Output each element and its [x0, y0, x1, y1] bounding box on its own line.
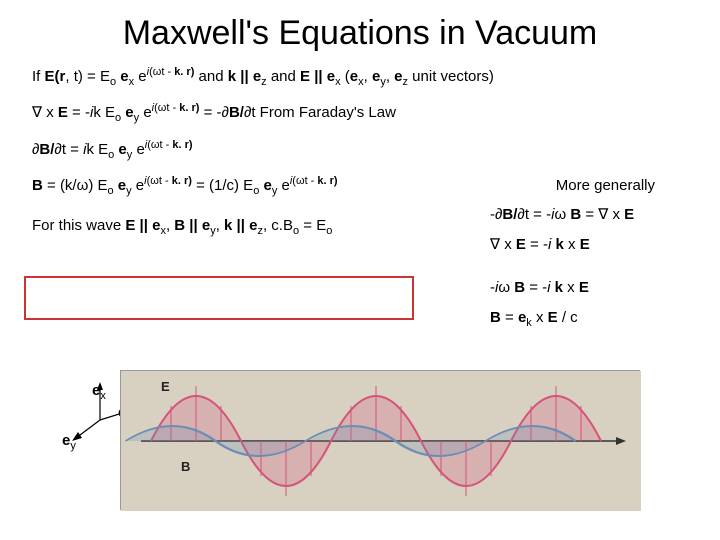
- text: e: [132, 141, 145, 158]
- text: e: [120, 68, 128, 85]
- text: = -∂: [199, 104, 229, 121]
- right-eq-3: -iω B = -i k x E: [490, 278, 696, 298]
- text: B || e: [174, 217, 210, 234]
- text: / c: [558, 309, 578, 326]
- exp: t -: [305, 175, 318, 187]
- exp: ω: [151, 139, 160, 151]
- text: ∇ x: [490, 236, 516, 253]
- highlight-box: [24, 276, 414, 320]
- text: ) E: [88, 177, 107, 194]
- text: e: [394, 68, 402, 85]
- text: k || e: [228, 68, 261, 85]
- text: ω: [77, 177, 89, 194]
- text: ∇ x: [32, 104, 58, 121]
- text: , c.B: [263, 217, 293, 234]
- text: E: [548, 309, 558, 326]
- exp: k. r): [172, 139, 192, 151]
- text: e: [350, 68, 358, 85]
- text: e: [114, 141, 127, 158]
- text: ,: [216, 217, 224, 234]
- text: k: [551, 236, 564, 253]
- text: (: [341, 68, 350, 85]
- page-title: Maxwell's Equations in Vacuum: [0, 0, 720, 65]
- svg-text:E: E: [161, 379, 170, 394]
- right-equations: -∂B/∂t = -iω B = ∇ x E ∇ x E = -i k x E …: [490, 205, 696, 341]
- text: E: [58, 104, 68, 121]
- text: E: [516, 236, 526, 253]
- exp: k. r): [172, 175, 192, 187]
- text: ω: [554, 206, 566, 223]
- text: e: [114, 177, 127, 194]
- exp: t -: [161, 66, 174, 78]
- exp: k. r): [317, 175, 337, 187]
- text: e: [259, 177, 272, 194]
- right-eq-1: -∂B/∂t = -iω B = ∇ x E: [490, 205, 696, 225]
- exp: k. r): [179, 102, 199, 114]
- exp: t -: [166, 102, 179, 114]
- exp: t -: [159, 175, 172, 187]
- text: E(r: [45, 68, 66, 85]
- text: = (1/c) E: [192, 177, 253, 194]
- text: E: [624, 206, 634, 223]
- text: E || e: [300, 68, 335, 85]
- text: e: [121, 104, 134, 121]
- text: B/: [502, 206, 517, 223]
- text: B/: [229, 104, 244, 121]
- text: and: [267, 68, 300, 85]
- text: B: [510, 279, 525, 296]
- text: k E: [93, 104, 115, 121]
- text: k E: [86, 141, 108, 158]
- wave-svg: E B: [121, 371, 641, 511]
- text: x: [564, 236, 580, 253]
- text: e: [139, 104, 152, 121]
- text: = -: [525, 279, 547, 296]
- text: B: [32, 177, 43, 194]
- text: ω: [498, 279, 510, 296]
- text: = (k/: [43, 177, 77, 194]
- text: ,: [386, 68, 394, 85]
- text: ∂t = -: [517, 206, 551, 223]
- text: ,: [364, 68, 372, 85]
- text: -∂: [490, 206, 502, 223]
- text: = E: [299, 217, 326, 234]
- text: B: [490, 309, 501, 326]
- text: =: [501, 309, 518, 326]
- text: e: [277, 177, 290, 194]
- text: E || e: [125, 217, 160, 234]
- svg-text:B: B: [181, 459, 190, 474]
- exp: ω: [150, 175, 159, 187]
- text: E: [579, 279, 589, 296]
- text: k: [551, 279, 564, 296]
- text: = ∇ x: [581, 206, 624, 223]
- exp: k. r): [174, 66, 194, 78]
- exp: ω: [296, 175, 305, 187]
- text: e: [134, 68, 147, 85]
- text: B: [566, 206, 581, 223]
- text: = -: [68, 104, 90, 121]
- right-eq-2: ∇ x E = -i k x E: [490, 235, 696, 255]
- more-generally-label: More generally: [556, 177, 655, 194]
- text: ∂t =: [54, 141, 83, 158]
- text: If: [32, 68, 45, 85]
- equation-3: ∂B/∂t = ik Eo ey ei(ωt - k. r): [32, 138, 692, 162]
- text: For this wave: [32, 217, 125, 234]
- text: and: [194, 68, 227, 85]
- right-eq-4: B = ek x E / c: [490, 308, 696, 331]
- text: E: [580, 236, 590, 253]
- text: e: [132, 177, 145, 194]
- text: k || e: [224, 217, 257, 234]
- text: B/: [39, 141, 54, 158]
- text: , t) = E: [65, 68, 110, 85]
- text: = -: [526, 236, 548, 253]
- em-wave-diagram: E B: [120, 370, 640, 510]
- text: x: [532, 309, 548, 326]
- subscript: o: [326, 225, 332, 237]
- equation-1: If E(r, t) = Eo ex ei(ωt - k. r) and k |…: [32, 65, 692, 89]
- text: ∂t From Faraday's Law: [244, 104, 396, 121]
- exp: t -: [160, 139, 173, 151]
- equation-2: ∇ x E = -ik Eo ey ei(ωt - k. r) = -∂B/∂t…: [32, 101, 692, 125]
- text: x: [563, 279, 579, 296]
- text: unit vectors): [408, 68, 494, 85]
